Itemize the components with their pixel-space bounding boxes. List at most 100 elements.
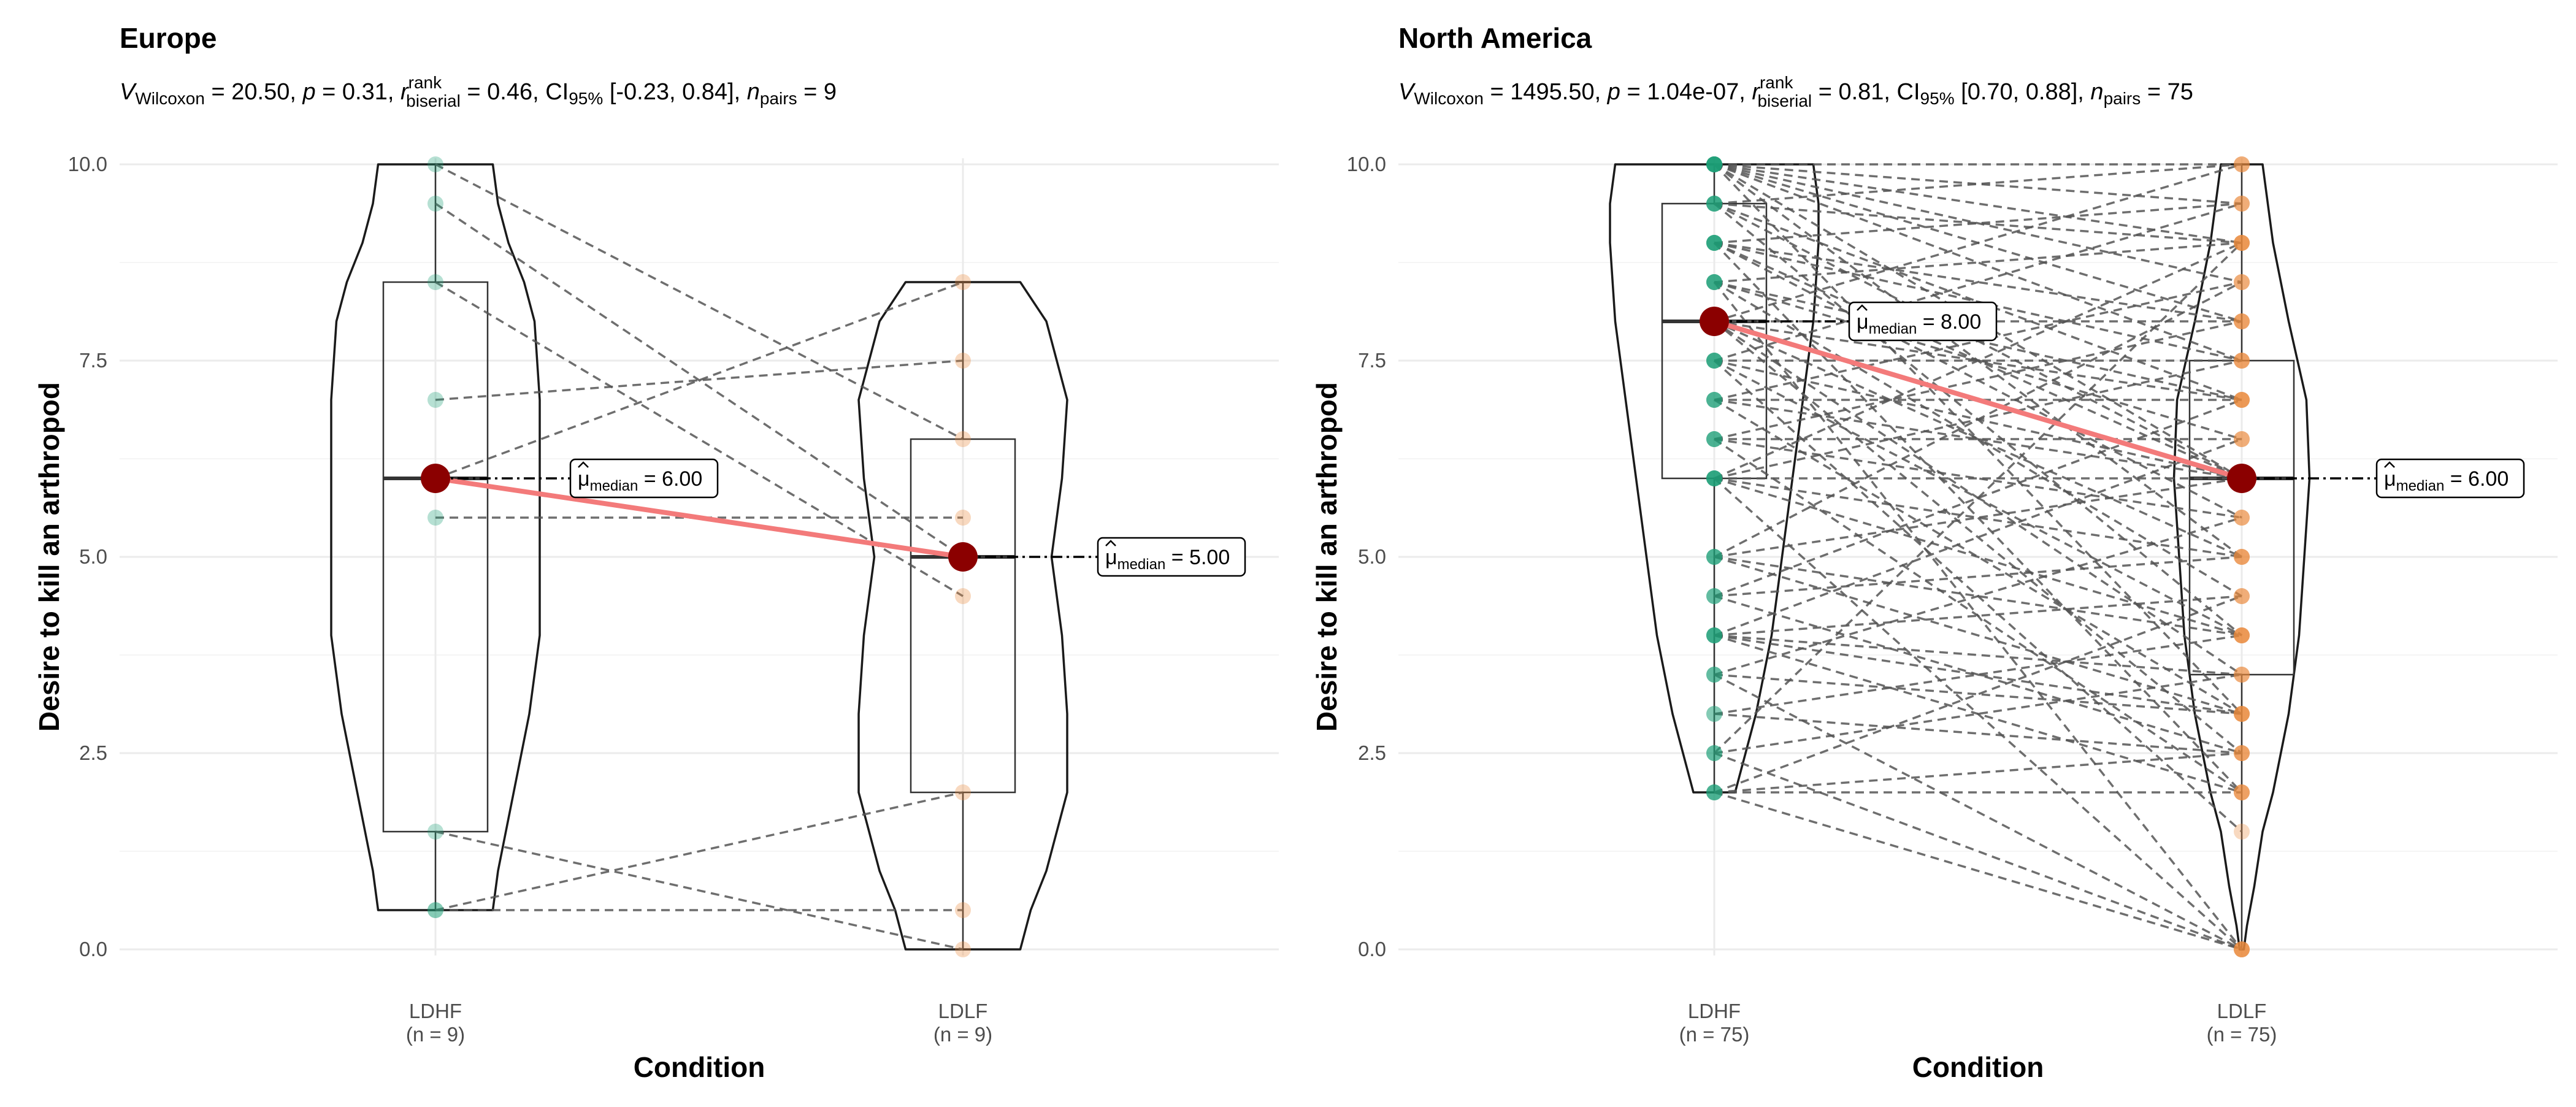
data-point-ldhf <box>1706 156 1722 172</box>
pair-line <box>1714 438 2242 794</box>
pair-line <box>1714 673 2242 951</box>
subtitle-ci-value: [0.70, 0.88], <box>1955 79 2091 105</box>
subtitle-stat-sub: Wilcoxon <box>1414 89 1484 108</box>
data-point-ldlf <box>2234 156 2250 172</box>
data-point-ldlf <box>2234 745 2250 761</box>
data-point-ldhf <box>1706 706 1722 722</box>
data-point-ldhf <box>1706 627 1722 643</box>
pair-line <box>1714 634 2242 676</box>
data-point-ldlf <box>2234 313 2250 329</box>
data-point-ldhf <box>1706 156 1722 172</box>
pair-line <box>1714 752 2242 951</box>
y-axis-title: Desire to kill an arthropod <box>33 382 65 732</box>
median-label-mu: μ <box>578 467 590 491</box>
pair-line <box>1714 320 2242 440</box>
data-point-ldhf <box>1706 470 1722 486</box>
median-label-sub: median <box>2396 478 2445 494</box>
data-point-ldlf <box>2234 706 2250 722</box>
median-label: μmedian = 6.00 <box>2375 458 2525 499</box>
data-point-ldhf <box>1706 156 1722 172</box>
violin-ldhf <box>1609 163 1820 794</box>
pair-line <box>1714 673 2242 715</box>
subtitle-p-label: p <box>302 79 315 105</box>
data-point-ldhf <box>1706 588 1722 604</box>
median-label-text: μmedian = 8.00 <box>1857 310 1981 337</box>
data-point-ldhf <box>427 392 443 408</box>
median-label-text: μmedian = 6.00 <box>2384 467 2509 494</box>
data-point-ldhf <box>1706 784 1722 800</box>
subtitle-ci-value: [-0.23, 0.84], <box>603 79 746 105</box>
pair-line <box>1714 399 2242 597</box>
pair-line <box>1714 163 2242 323</box>
data-point-ldlf <box>2234 588 2250 604</box>
median-label: μmedian = 8.00 <box>1848 301 1998 342</box>
data-point-ldlf <box>2234 431 2250 447</box>
data-point-ldlf <box>2234 549 2250 565</box>
data-point-ldhf <box>1706 627 1722 643</box>
y-tick-label: 7.5 <box>79 349 107 372</box>
panel-subtitle: VWilcoxon = 20.50, p = 0.31, rrank biseri… <box>120 73 837 110</box>
data-point-ldlf <box>2234 510 2250 526</box>
data-point-ldlf <box>2234 745 2250 761</box>
data-point-ldhf <box>1706 431 1722 447</box>
data-point-ldlf <box>2234 784 2250 800</box>
pair-line <box>1714 438 2242 519</box>
data-point-ldlf <box>2234 941 2250 957</box>
data-point-ldlf <box>2234 353 2250 369</box>
data-point-ldlf <box>2234 235 2250 251</box>
pair-line <box>435 281 964 480</box>
pair-line <box>1714 242 2242 323</box>
data-point-ldhf <box>1706 235 1722 251</box>
data-point-ldlf <box>2234 549 2250 565</box>
data-point-ldhf <box>1706 667 1722 683</box>
subtitle-stat: V <box>1398 79 1416 105</box>
median-label: μmedian = 5.00 <box>1097 537 1246 577</box>
data-point-ldhf <box>1706 745 1722 761</box>
median-connector <box>435 476 964 559</box>
pair-line <box>1714 595 2242 754</box>
subtitle-effect-sub: biserial <box>406 91 461 110</box>
pair-line <box>1714 202 2242 244</box>
data-point-ldlf <box>2234 196 2250 212</box>
data-point-ldlf <box>2234 156 2250 172</box>
violin-ldlf <box>2172 163 2311 951</box>
data-point-ldhf <box>1706 784 1722 800</box>
y-tick-label: 0.0 <box>79 938 107 960</box>
y-tick-label: 5.0 <box>79 545 107 568</box>
panel-subtitle: VWilcoxon = 1495.50, p = 1.04e-07, rrank… <box>1398 73 2193 110</box>
pair-line <box>1714 752 2242 794</box>
median-point <box>2227 464 2256 493</box>
data-point-ldhf <box>427 902 443 918</box>
data-point-ldlf <box>2234 274 2250 290</box>
subtitle-effect-label: r <box>1752 79 1760 105</box>
data-point-ldlf <box>2234 196 2250 212</box>
x-tick-n-label: (n = 9) <box>406 1023 465 1046</box>
data-point-ldlf <box>2234 627 2250 643</box>
pair-line <box>1714 634 2242 715</box>
panel-north-america: North America VWilcoxon = 1495.50, p = 1.… <box>1311 22 2558 1083</box>
data-point-ldhf <box>1706 392 1722 408</box>
subtitle-p-value: = 0.31, <box>316 79 401 105</box>
pair-line <box>435 830 964 951</box>
y-tick-label: 0.0 <box>1358 938 1386 960</box>
x-tick-label: LDHF <box>1688 1000 1741 1022</box>
panel-title: North America <box>1398 22 1592 54</box>
pair-line <box>1714 242 2242 283</box>
data-point-ldlf <box>2234 392 2250 408</box>
data-point-ldlf <box>2234 392 2250 408</box>
data-point-ldlf <box>955 274 971 290</box>
pair-line <box>1713 242 2243 754</box>
median-point <box>948 542 978 572</box>
data-point-ldhf <box>1706 274 1722 290</box>
median-label-sub: median <box>1117 556 1166 573</box>
subtitle-effect-label: r <box>401 79 409 105</box>
data-point-ldlf <box>2234 313 2250 329</box>
data-point-ldhf <box>427 196 443 212</box>
pair-line <box>1714 163 2242 205</box>
x-tick-label: LDLF <box>2217 1000 2267 1022</box>
subtitle-ci-sub: 95% <box>569 89 603 108</box>
data-point-ldlf <box>955 784 971 800</box>
data-point-ldlf <box>955 510 971 526</box>
data-point-ldlf <box>2234 627 2250 643</box>
data-point-ldhf <box>427 156 443 172</box>
